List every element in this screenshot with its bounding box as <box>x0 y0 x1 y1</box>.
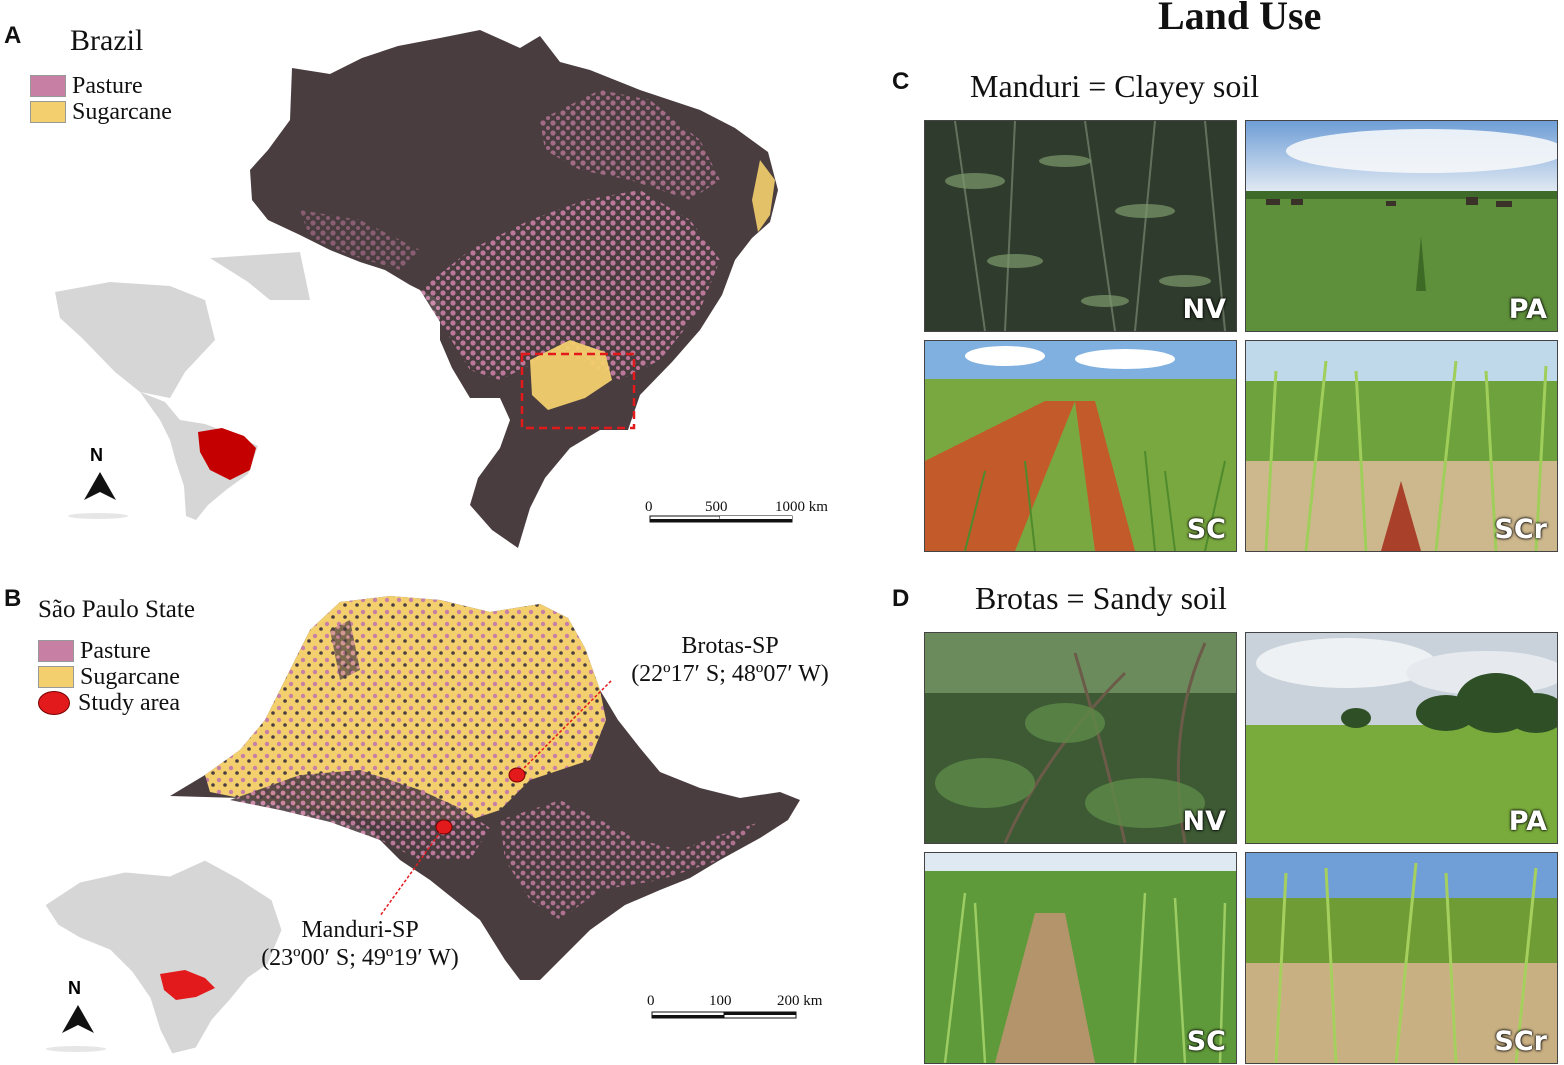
photo-label: NV <box>1182 294 1227 325</box>
study-region-box <box>520 352 636 430</box>
sugarcane-swatch <box>38 666 74 688</box>
legend-label: Sugarcane <box>80 664 180 690</box>
legend-item-study-area: Study area <box>38 690 180 716</box>
legend-item-pasture: Pasture <box>38 638 180 664</box>
brotas-section-title: Brotas = Sandy soil <box>975 580 1227 616</box>
legend-label: Sugarcane <box>72 99 172 125</box>
scale-tick-200-b: 200 km <box>777 993 823 1009</box>
brazil-inset <box>44 859 283 1055</box>
brotas-leader-line <box>516 679 613 776</box>
panel-letter-c: C <box>892 68 910 95</box>
north-label-b: N <box>68 978 81 998</box>
pasture-swatch <box>30 75 66 97</box>
north-arrow-icon <box>46 1005 106 1052</box>
photo-brotas-pa: PA <box>1245 632 1558 844</box>
americas-inset <box>55 252 310 520</box>
photo-manduri-pa: PA <box>1245 120 1558 332</box>
scale-tick-1000-a: 1000 km <box>775 499 828 515</box>
manduri-section-title: Manduri = Clayey soil <box>970 68 1260 104</box>
pasture-swatch <box>38 640 74 662</box>
sao-paulo-landmass <box>170 596 800 980</box>
forest-photo <box>925 121 1236 331</box>
pasture-photo <box>1246 633 1557 843</box>
legend-label: Pasture <box>80 638 151 664</box>
sao-paulo-map <box>44 596 800 1055</box>
legend-label: Pasture <box>72 73 143 99</box>
brazil-map-title: Brazil <box>70 24 144 57</box>
brotas-coords: (22º17′ S; 48º07′ W) <box>631 661 829 687</box>
legend-item-sugarcane: Sugarcane <box>30 99 172 125</box>
photo-label: SC <box>1186 1026 1226 1057</box>
photo-label: NV <box>1182 806 1227 837</box>
photo-brotas-nv: NV <box>924 632 1237 844</box>
figure-title: Land Use <box>1158 0 1322 38</box>
sao-paulo-highlight <box>160 970 215 1000</box>
brazil-map <box>55 30 793 548</box>
scale-tick-0-b: 0 <box>647 993 655 1009</box>
brotas-name: Brotas-SP <box>681 633 779 659</box>
scale-tick-500-a: 500 <box>705 499 728 515</box>
scale-bar-a <box>649 515 793 523</box>
photo-manduri-nv: NV <box>924 120 1237 332</box>
sugarcane-young-photo <box>925 853 1236 1063</box>
legend-item-sugarcane: Sugarcane <box>38 664 180 690</box>
panel-letter-b: B <box>4 585 22 612</box>
brotas-label: Brotas-SP (22º17′ S; 48º07′ W) <box>600 632 860 688</box>
legend-item-pasture: Pasture <box>30 73 172 99</box>
brazil-legend: Pasture Sugarcane <box>30 73 172 125</box>
forest-photo <box>925 633 1236 843</box>
photo-label: PA <box>1508 294 1547 325</box>
manduri-leader-line <box>379 826 445 917</box>
pasture-photo <box>1246 121 1557 331</box>
photo-manduri-scr: SCr <box>1245 340 1558 552</box>
manduri-name: Manduri-SP <box>301 917 419 943</box>
photo-label: SC <box>1186 514 1226 545</box>
photo-label: PA <box>1508 806 1547 837</box>
scale-tick-100-b: 100 <box>709 993 732 1009</box>
panel-letter-d: D <box>892 585 910 612</box>
sugarcane-swatch <box>30 101 66 123</box>
photo-label: SCr <box>1494 1026 1547 1057</box>
sugarcane-ratoon-photo <box>1246 853 1557 1063</box>
brazil-landmass <box>250 30 778 548</box>
manduri-coords: (23º00′ S; 49º19′ W) <box>261 945 459 971</box>
legend-label: Study area <box>78 690 180 716</box>
scale-bar-b <box>651 1011 797 1019</box>
scale-tick-0-a: 0 <box>645 499 653 515</box>
brazil-highlight <box>198 428 256 480</box>
north-label-a: N <box>90 445 103 465</box>
north-arrow-icon <box>68 472 128 519</box>
sugarcane-young-photo <box>925 341 1236 551</box>
manduri-label: Manduri-SP (23º00′ S; 49º19′ W) <box>230 916 490 972</box>
photo-label: SCr <box>1494 514 1547 545</box>
photo-brotas-scr: SCr <box>1245 852 1558 1064</box>
panel-letter-a: A <box>4 22 22 49</box>
sao-paulo-legend: Pasture Sugarcane Study area <box>38 638 180 716</box>
photo-manduri-sc: SC <box>924 340 1237 552</box>
sugarcane-ratoon-photo <box>1246 341 1557 551</box>
photo-brotas-sc: SC <box>924 852 1237 1064</box>
study-area-swatch <box>38 691 70 715</box>
sao-paulo-map-title: São Paulo State <box>38 596 195 623</box>
